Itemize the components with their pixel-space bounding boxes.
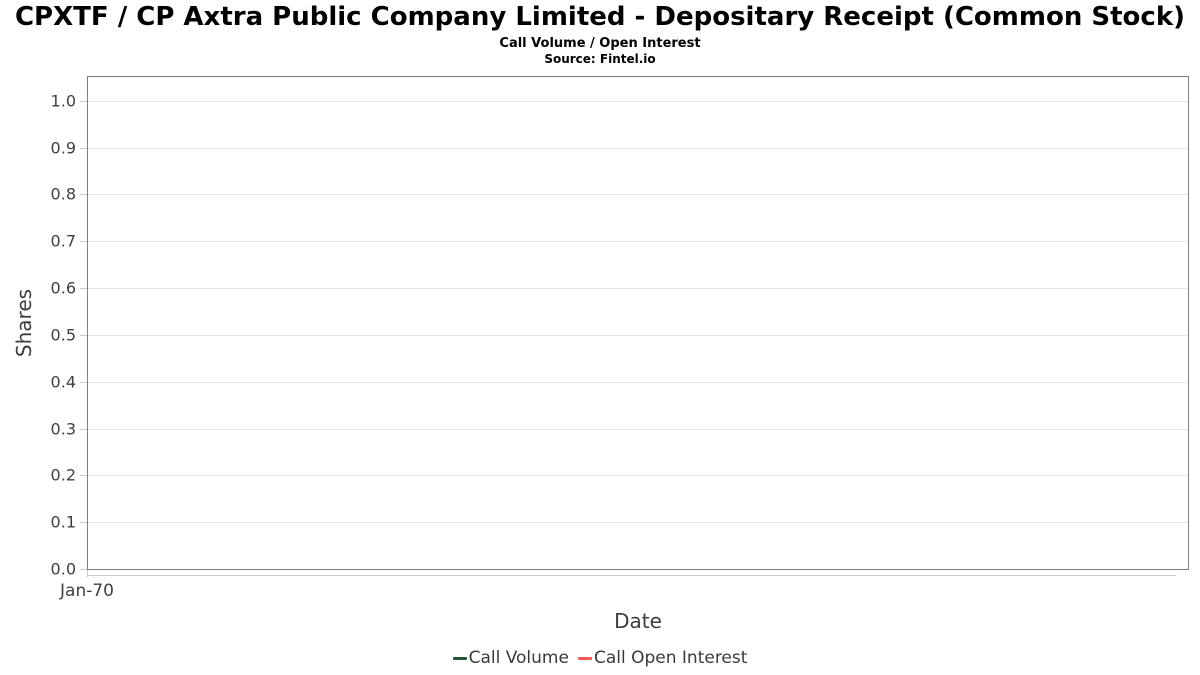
y-tick-mark-0.9 <box>80 148 87 149</box>
legend-label-call-volume: Call Volume <box>468 648 569 668</box>
y-axis-tick-labels: 0.0 0.1 0.2 0.3 0.4 0.5 0.6 0.7 0.8 0.9 1.0 <box>0 76 76 579</box>
y-axis-tick-marks <box>80 76 87 570</box>
y-tick-mark-0.7 <box>80 241 87 242</box>
gridline-0.8 <box>88 194 1188 195</box>
y-tick-label-0.8: 0.8 <box>50 184 76 204</box>
y-tick-label-0.9: 0.9 <box>50 138 76 158</box>
legend-item-call-open-interest: Call Open Interest <box>577 648 748 668</box>
x-axis-tick-label: Jan-70 <box>60 581 114 601</box>
gridline-0.1 <box>88 522 1188 523</box>
y-tick-mark-0.6 <box>80 288 87 289</box>
y-tick-mark-0.5 <box>80 335 87 336</box>
y-tick-label-0.0: 0.0 <box>50 559 76 579</box>
y-tick-label-0.3: 0.3 <box>50 419 76 439</box>
x-axis-tick-mark <box>87 570 88 577</box>
gridline-0.9 <box>88 148 1188 149</box>
y-tick-label-0.4: 0.4 <box>50 372 76 392</box>
gridline-0.7 <box>88 241 1188 242</box>
call-open-interest-line-swatch-icon <box>577 656 592 660</box>
y-tick-label-0.7: 0.7 <box>50 231 76 251</box>
y-tick-mark-0.0 <box>80 569 87 570</box>
y-tick-label-0.1: 0.1 <box>50 512 76 532</box>
chart-title: CPXTF / CP Axtra Public Company Limited … <box>14 2 1186 32</box>
y-tick-label-0.5: 0.5 <box>50 325 76 345</box>
chart-subtitle: Call Volume / Open Interest <box>499 36 701 51</box>
plot-area <box>87 76 1189 570</box>
chart-legend: Call Volume Call Open Interest <box>0 648 1200 668</box>
gridline-0.5 <box>88 335 1188 336</box>
y-tick-mark-0.2 <box>80 475 87 476</box>
gridline-0.4 <box>88 382 1188 383</box>
y-tick-mark-0.1 <box>80 522 87 523</box>
gridline-0.6 <box>88 288 1188 289</box>
x-axis-line <box>87 575 1176 576</box>
y-tick-label-0.2: 0.2 <box>50 465 76 485</box>
chart-source-label: Source: Fintel.io <box>544 52 656 66</box>
y-tick-label-1.0: 1.0 <box>50 91 76 111</box>
x-axis-title: Date <box>614 609 662 633</box>
y-tick-mark-0.4 <box>80 382 87 383</box>
y-tick-mark-0.8 <box>80 194 87 195</box>
y-tick-mark-1.0 <box>80 101 87 102</box>
y-axis-title: Shares <box>12 288 36 358</box>
y-tick-mark-0.3 <box>80 429 87 430</box>
gridline-1.0 <box>88 101 1188 102</box>
legend-item-call-volume: Call Volume <box>452 648 569 668</box>
legend-label-call-open-interest: Call Open Interest <box>593 648 748 668</box>
gridline-0.3 <box>88 429 1188 430</box>
gridline-0.2 <box>88 475 1188 476</box>
y-tick-label-0.6: 0.6 <box>50 278 76 298</box>
call-volume-line-swatch-icon <box>452 656 467 660</box>
